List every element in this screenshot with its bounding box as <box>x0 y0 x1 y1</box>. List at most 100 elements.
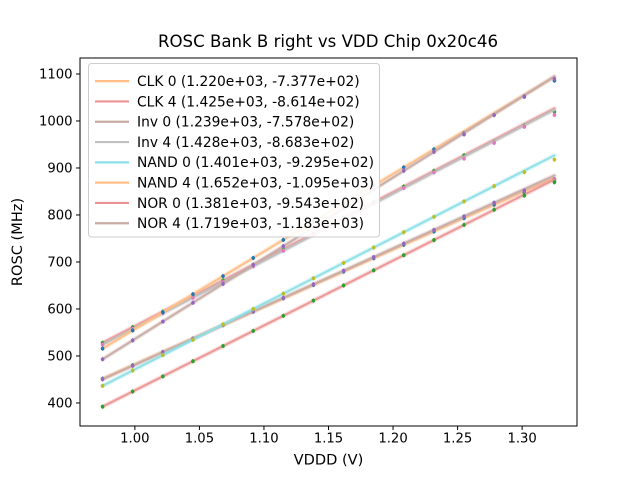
y-tick-label: 600 <box>47 303 72 318</box>
fit-line <box>101 178 556 408</box>
legend-label: NAND 0 (1.401e+03, -9.295e+02) <box>137 155 374 171</box>
data-point <box>522 94 527 99</box>
legend-label: Inv 4 (1.428e+03, -8.683e+02) <box>137 135 354 151</box>
data-point <box>401 253 406 258</box>
fit-line <box>101 154 556 387</box>
y-axis-label: ROSC (MHz) <box>9 198 26 286</box>
legend-entry: CLK 0 (1.220e+03, -7.377e+02) <box>95 74 360 90</box>
series-inv-0 <box>100 173 557 382</box>
data-point <box>552 113 557 117</box>
data-point <box>492 184 496 188</box>
data-point <box>401 230 406 234</box>
data-point <box>251 256 256 260</box>
data-point <box>552 77 557 81</box>
data-point <box>191 295 195 300</box>
data-point <box>492 113 496 117</box>
data-point <box>492 141 496 145</box>
data-point <box>251 307 256 311</box>
legend-entry: Inv 4 (1.428e+03, -8.683e+02) <box>95 135 354 151</box>
legend-box <box>88 63 380 238</box>
data-point <box>281 291 286 296</box>
legend-entry: NAND 4 (1.652e+03, -1.095e+03) <box>95 175 374 191</box>
data-point <box>311 298 316 303</box>
data-point <box>462 199 466 204</box>
legend: CLK 0 (1.220e+03, -7.377e+02) CLK 4 (1.42… <box>88 63 380 238</box>
data-point <box>100 342 105 347</box>
legend-entry: NOR 0 (1.381e+03, -9.543e+02) <box>95 196 364 212</box>
y-tick-label: 1100 <box>39 68 73 83</box>
data-point <box>281 296 286 300</box>
y-tick-label: 500 <box>47 350 72 365</box>
data-point <box>341 268 346 273</box>
legend-label: Inv 0 (1.239e+03, -7.578e+02) <box>137 115 354 131</box>
data-point <box>130 328 135 333</box>
data-point <box>432 215 436 219</box>
data-point <box>281 313 286 318</box>
data-point <box>311 282 316 287</box>
y-axis: 400 500 600 700 800 900 1000 1100 <box>39 68 80 412</box>
x-tick-label: 1.30 <box>507 432 536 447</box>
y-tick-label: 400 <box>47 397 72 412</box>
data-point <box>462 223 466 227</box>
data-point <box>130 368 135 373</box>
data-point <box>522 170 527 174</box>
legend-label: CLK 0 (1.220e+03, -7.377e+02) <box>137 74 360 90</box>
data-point <box>130 338 135 343</box>
fit-line <box>101 174 556 381</box>
data-point <box>341 283 346 288</box>
legend-label: CLK 4 (1.425e+03, -8.614e+02) <box>137 94 360 110</box>
data-point <box>130 389 135 394</box>
series-nand-0 <box>100 153 557 389</box>
data-point <box>161 310 165 315</box>
data-point <box>371 268 376 273</box>
legend-entry: CLK 4 (1.425e+03, -8.614e+02) <box>95 94 360 110</box>
x-axis-label: VDDD (V) <box>294 452 364 469</box>
data-point <box>522 125 527 129</box>
legend-label: NOR 0 (1.381e+03, -9.543e+02) <box>137 196 364 212</box>
chart-title: ROSC Bank B right vs VDD Chip 0x20c46 <box>158 32 498 51</box>
data-point <box>221 322 225 327</box>
data-point <box>161 353 165 357</box>
legend-entry: NOR 4 (1.719e+03, -1.183e+03) <box>95 216 364 232</box>
legend-entry: Inv 0 (1.239e+03, -7.578e+02) <box>95 115 354 131</box>
data-point <box>130 363 135 368</box>
data-point <box>311 276 316 281</box>
x-tick-label: 1.15 <box>314 432 343 447</box>
y-tick-label: 1000 <box>39 115 73 130</box>
legend-label: NAND 4 (1.652e+03, -1.095e+03) <box>137 175 374 191</box>
data-point <box>401 168 406 173</box>
data-point <box>401 186 406 190</box>
x-tick-label: 1.00 <box>120 432 149 447</box>
data-point <box>371 255 376 259</box>
data-point <box>191 359 195 363</box>
data-point <box>371 245 376 250</box>
data-point <box>522 188 527 193</box>
data-point <box>100 404 105 409</box>
x-tick-label: 1.05 <box>185 432 214 447</box>
x-tick-label: 1.20 <box>378 432 407 447</box>
data-point <box>522 193 527 198</box>
data-point <box>281 248 286 253</box>
data-point <box>100 384 105 388</box>
y-tick-label: 800 <box>47 209 72 224</box>
data-point <box>100 357 105 362</box>
data-point <box>161 319 165 324</box>
data-point <box>100 377 105 382</box>
data-point <box>191 292 195 297</box>
data-point <box>341 261 346 265</box>
data-point <box>462 214 466 219</box>
data-point <box>432 238 436 242</box>
y-tick-label: 700 <box>47 256 72 271</box>
data-point <box>281 238 286 242</box>
data-point <box>251 263 256 267</box>
data-point <box>281 244 286 248</box>
data-point <box>221 282 225 286</box>
data-point <box>191 300 195 305</box>
data-point <box>492 207 496 212</box>
legend-entry: NAND 0 (1.401e+03, -9.295e+02) <box>95 155 374 171</box>
series-nor-0 <box>100 177 557 409</box>
legend-label: NOR 4 (1.719e+03, -1.183e+03) <box>137 216 364 232</box>
data-point <box>401 165 406 170</box>
data-point <box>432 150 436 154</box>
